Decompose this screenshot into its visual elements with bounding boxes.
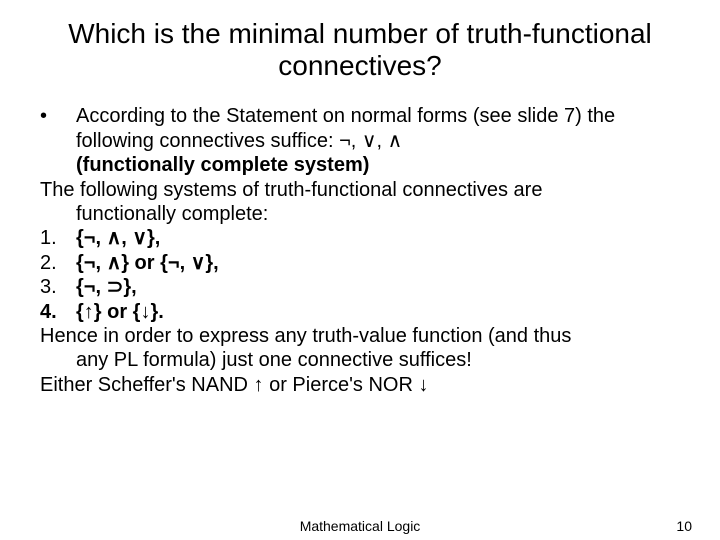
following-systems-line2: functionally complete: — [40, 202, 680, 226]
slide-body: • According to the Statement on normal f… — [40, 104, 680, 397]
either-line: Either Scheffer's NAND ↑ or Pierce's NOR… — [40, 373, 680, 397]
list-text: {¬, ∧, ∨}, — [76, 226, 160, 250]
bullet-marker: • — [40, 104, 76, 153]
list-text: {↑} or {↓}. — [76, 300, 164, 324]
footer-center: Mathematical Logic — [0, 518, 720, 534]
list-item: 3. {¬, ⊃}, — [40, 275, 680, 299]
list-text: {¬, ∧} or {¬, ∨}, — [76, 251, 219, 275]
list-number: 2. — [40, 251, 76, 275]
list-item: 1. {¬, ∧, ∨}, — [40, 226, 680, 250]
hence-line1: Hence in order to express any truth-valu… — [40, 324, 680, 348]
following-systems-line1: The following systems of truth-functiona… — [40, 178, 680, 202]
slide: Which is the minimal number of truth-fun… — [0, 0, 720, 540]
bullet-item: • According to the Statement on normal f… — [40, 104, 680, 153]
bullet-text: According to the Statement on normal for… — [76, 104, 680, 153]
list-text: {¬, ⊃}, — [76, 275, 137, 299]
slide-title: Which is the minimal number of truth-fun… — [40, 18, 680, 82]
list-number: 1. — [40, 226, 76, 250]
functionally-complete-label: (functionally complete system) — [40, 153, 680, 177]
list-number: 4. — [40, 300, 76, 324]
list-item: 4. {↑} or {↓}. — [40, 300, 680, 324]
list-item: 2. {¬, ∧} or {¬, ∨}, — [40, 251, 680, 275]
page-number: 10 — [676, 518, 692, 534]
hence-line2: any PL formula) just one connective suff… — [40, 348, 680, 372]
list-number: 3. — [40, 275, 76, 299]
